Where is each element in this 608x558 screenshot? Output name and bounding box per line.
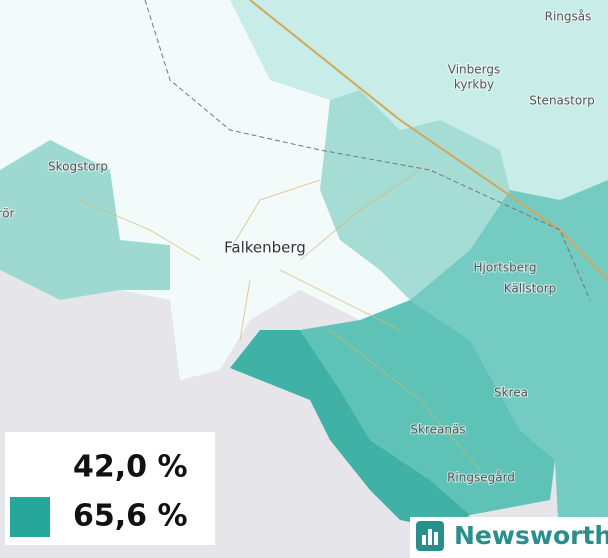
legend-label: 65,6 % [73,499,188,534]
brand-icon-bar [434,532,438,545]
region [0,140,170,300]
place-label: Skreanäs [410,423,465,437]
place-label: Ringsegård [447,471,515,485]
place-label: Vinbergs [448,63,500,77]
place-label: Falkenberg [224,239,306,257]
place-label: rör [0,207,15,221]
legend-swatch [10,497,50,537]
region-darkest [230,330,470,530]
place-label: Hjortsberg [474,261,537,275]
railway [144,0,591,301]
legend-label: 42,0 % [73,450,188,485]
place-label: Skrea [494,386,528,400]
place-label: Ringsås [545,10,592,24]
brand-icon-bar [428,529,432,545]
brand: Newsworthy [454,521,608,550]
highway [249,0,608,281]
region [180,0,608,200]
roads [79,169,481,471]
place-label: Stenastorp [529,94,595,108]
region [320,90,510,300]
legend-swatch [10,447,50,487]
place-label: kyrkby [454,78,494,92]
place-label: Källstorp [504,282,557,296]
region-dark [410,180,608,558]
place-label: Skogstorp [48,160,108,174]
brand-icon-bar [422,535,426,545]
region-dark [300,300,555,515]
